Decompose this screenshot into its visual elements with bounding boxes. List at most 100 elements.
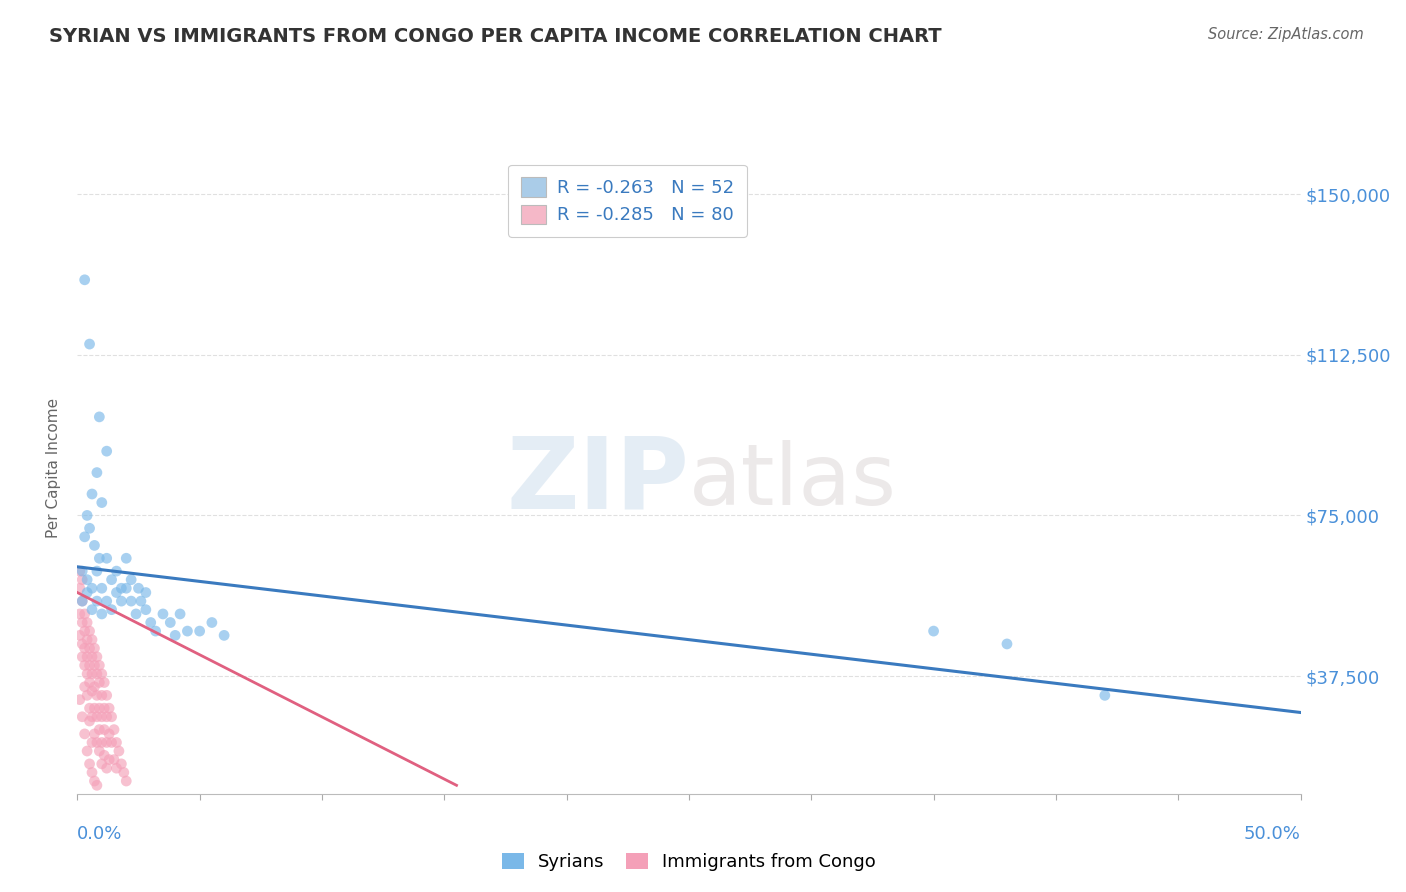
Point xyxy=(69,692,91,706)
Point xyxy=(79,756,101,771)
Point xyxy=(79,658,101,673)
Point xyxy=(93,701,115,715)
Point xyxy=(115,581,138,595)
Point xyxy=(96,444,118,458)
Point xyxy=(73,727,96,741)
Point xyxy=(100,735,122,749)
Point xyxy=(103,723,125,737)
Point xyxy=(105,585,128,599)
Point xyxy=(96,761,118,775)
Point xyxy=(100,602,122,616)
Point xyxy=(73,624,96,639)
Point xyxy=(89,675,111,690)
Point xyxy=(105,564,128,578)
Point xyxy=(70,573,93,587)
Point xyxy=(90,710,112,724)
Point xyxy=(80,632,103,647)
Point xyxy=(89,551,111,566)
Point xyxy=(83,727,105,741)
Point xyxy=(80,667,103,681)
Point xyxy=(80,684,103,698)
Point xyxy=(86,710,108,724)
Point xyxy=(129,594,152,608)
Point xyxy=(86,594,108,608)
Point xyxy=(70,564,93,578)
Point xyxy=(135,585,157,599)
Text: SYRIAN VS IMMIGRANTS FROM CONGO PER CAPITA INCOME CORRELATION CHART: SYRIAN VS IMMIGRANTS FROM CONGO PER CAPI… xyxy=(49,27,942,45)
Point xyxy=(80,649,103,664)
Point xyxy=(96,551,118,566)
Point xyxy=(93,675,115,690)
Point xyxy=(69,581,91,595)
Point xyxy=(96,735,118,749)
Point xyxy=(108,744,131,758)
Point xyxy=(90,756,112,771)
Point xyxy=(128,581,150,595)
Point xyxy=(70,594,93,608)
Point xyxy=(73,530,96,544)
Point xyxy=(80,735,103,749)
Point xyxy=(76,615,98,630)
Point xyxy=(69,607,91,621)
Point xyxy=(89,409,111,424)
Point xyxy=(90,607,112,621)
Point xyxy=(96,710,118,724)
Point xyxy=(76,689,98,703)
Point xyxy=(103,753,125,767)
Point xyxy=(152,607,174,621)
Point xyxy=(145,624,167,639)
Point xyxy=(110,756,132,771)
Point xyxy=(93,748,115,763)
Point xyxy=(83,774,105,789)
Point xyxy=(98,727,121,741)
Point xyxy=(76,508,98,523)
Y-axis label: Per Capita Income: Per Capita Income xyxy=(46,398,62,539)
Text: 50.0%: 50.0% xyxy=(1244,825,1301,843)
Point xyxy=(188,624,211,639)
Point xyxy=(93,723,115,737)
Point xyxy=(83,538,105,552)
Point xyxy=(90,689,112,703)
Legend: Syrians, Immigrants from Congo: Syrians, Immigrants from Congo xyxy=(495,846,883,879)
Point xyxy=(76,632,98,647)
Point xyxy=(70,594,93,608)
Point xyxy=(89,744,111,758)
Text: 0.0%: 0.0% xyxy=(77,825,122,843)
Point xyxy=(120,573,142,587)
Point xyxy=(125,607,148,621)
Point xyxy=(86,689,108,703)
Point xyxy=(922,624,945,639)
Point xyxy=(89,658,111,673)
Point xyxy=(80,602,103,616)
Point xyxy=(79,641,101,656)
Point xyxy=(86,667,108,681)
Point xyxy=(159,615,181,630)
Point xyxy=(105,735,128,749)
Point xyxy=(90,667,112,681)
Point xyxy=(86,564,108,578)
Point xyxy=(76,744,98,758)
Point xyxy=(115,551,138,566)
Point xyxy=(110,581,132,595)
Point xyxy=(76,585,98,599)
Text: ZIP: ZIP xyxy=(506,433,689,530)
Text: Source: ZipAtlas.com: Source: ZipAtlas.com xyxy=(1208,27,1364,42)
Point xyxy=(1094,689,1116,703)
Point xyxy=(69,628,91,642)
Point xyxy=(90,581,112,595)
Point xyxy=(79,624,101,639)
Point xyxy=(86,466,108,480)
Point xyxy=(98,753,121,767)
Point xyxy=(70,649,93,664)
Point xyxy=(86,735,108,749)
Point xyxy=(73,273,96,287)
Point xyxy=(98,701,121,715)
Text: atlas: atlas xyxy=(689,440,897,523)
Point xyxy=(80,765,103,780)
Point xyxy=(73,658,96,673)
Legend: R = -0.263   N = 52, R = -0.285   N = 80: R = -0.263 N = 52, R = -0.285 N = 80 xyxy=(509,165,747,237)
Point xyxy=(79,675,101,690)
Point xyxy=(80,710,103,724)
Point xyxy=(73,607,96,621)
Point xyxy=(80,581,103,595)
